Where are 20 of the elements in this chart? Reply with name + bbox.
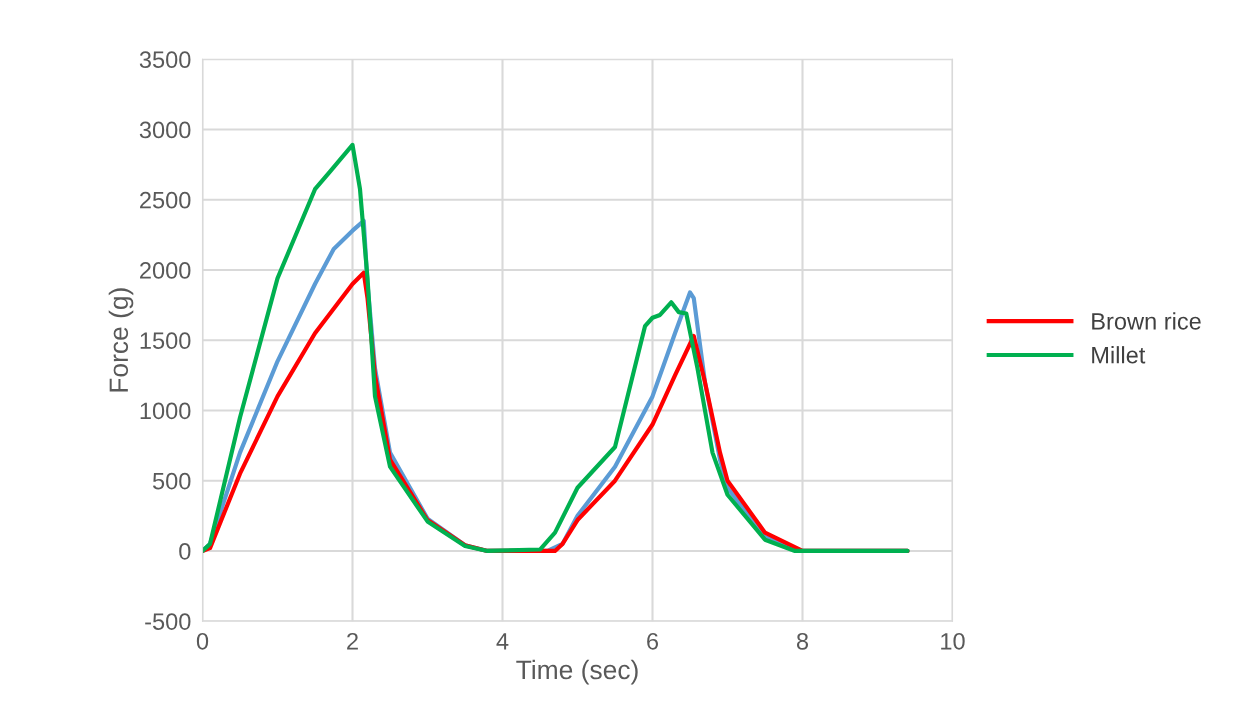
y-tick-label: -500 [145, 613, 191, 630]
x-tick-label: 10 [941, 632, 965, 650]
line-series [202, 142, 910, 554]
legend-label: Brown rice [1092, 312, 1201, 330]
y-tick-label: 2500 [140, 191, 191, 209]
y-tick-label: 2000 [140, 262, 191, 279]
x-tick-label: 6 [647, 632, 659, 650]
x-tick-label: 0 [196, 632, 209, 650]
y-tick-label: 1000 [140, 402, 191, 420]
y-tick-label: 3000 [139, 121, 191, 139]
x-tick-label: 2 [347, 632, 358, 650]
y-axis-title: Force (g) [108, 288, 134, 392]
y-tick-label: 3500 [139, 51, 191, 69]
x-tick-label: 8 [796, 632, 809, 650]
legend-label: Millet [1092, 346, 1146, 364]
y-tick-label: 1500 [140, 332, 191, 350]
x-tick-label: 4 [496, 633, 509, 650]
y-tick-label: 0 [179, 543, 191, 560]
x-axis-title: Time (sec) [516, 659, 638, 685]
y-tick-label: 500 [152, 472, 191, 490]
